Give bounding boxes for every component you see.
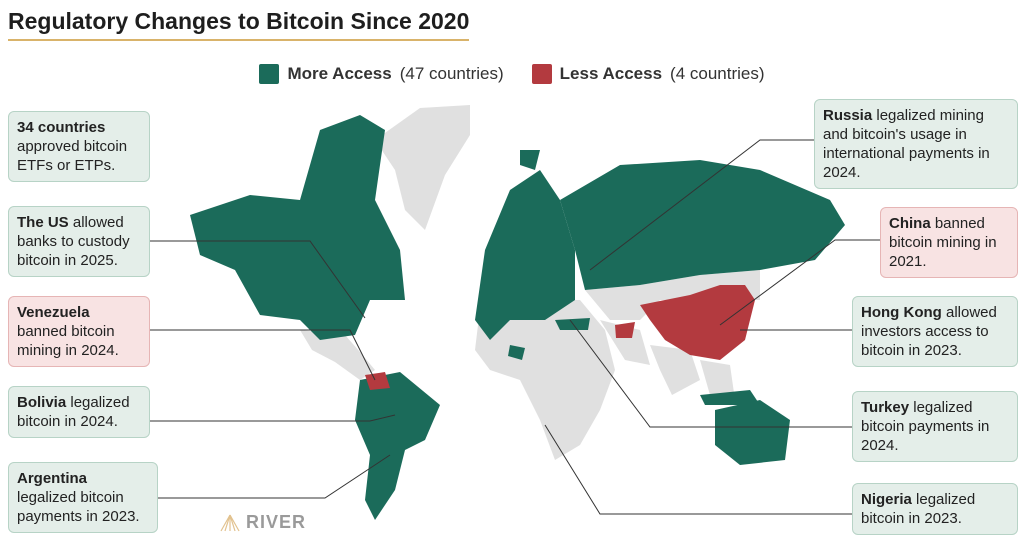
callout-text: legalized bitcoin in 2024.: [17, 394, 130, 430]
less-access-countries: [365, 285, 755, 390]
callout-text: approved bitcoin ETFs or ETPs.: [17, 138, 128, 174]
logo-text: RIVER: [246, 512, 307, 532]
callout-text: legalized bitcoin payments in 2023.: [17, 489, 140, 525]
more-access-countries: [190, 115, 845, 520]
north-america: [190, 115, 405, 340]
australia: [715, 400, 790, 465]
central-asia: [585, 270, 760, 320]
callout-bold: China: [889, 215, 931, 232]
iran: [615, 322, 635, 338]
legend-less-access: Less Access (4 countries): [531, 64, 765, 84]
callout-russia: Russia legalized mining and bitcoin's us…: [814, 99, 1018, 189]
nigeria: [508, 345, 525, 360]
callout-argentina: Argentina legalized bitcoin payments in …: [8, 462, 158, 533]
callout-venezuela: Venezuela banned bitcoin mining in 2024.: [8, 296, 150, 367]
legend-count: (4 countries): [670, 64, 765, 83]
callout-nigeria: Nigeria legalized bitcoin in 2023.: [852, 483, 1018, 535]
iceland: [520, 150, 540, 170]
south-america: [355, 372, 440, 520]
red-swatch-icon: [531, 64, 552, 84]
africa: [475, 300, 615, 460]
central-america: [300, 330, 375, 380]
callout-bold: Venezuela: [17, 304, 90, 321]
callout-bold: 34 countries: [17, 119, 106, 136]
callout-bolivia: Bolivia legalized bitcoin in 2024.: [8, 386, 150, 438]
russia: [560, 160, 845, 290]
europe: [475, 170, 575, 340]
callout-text: allowed banks to custody bitcoin in 2025…: [17, 214, 130, 269]
callout-bold: Argentina: [17, 470, 88, 487]
callout-turkey: Turkey legalized bitcoin payments in 202…: [852, 391, 1018, 462]
connector-lines: [150, 139, 880, 515]
callout-china: China banned bitcoin mining in 2021.: [880, 207, 1018, 278]
callout-bold: Bolivia: [17, 394, 67, 411]
legend-more-access: More Access (47 countries): [259, 64, 504, 84]
callout-bold: The US: [17, 214, 69, 231]
legend-label: Less Access: [559, 64, 663, 83]
callout-us: The US allowed banks to custody bitcoin …: [8, 206, 150, 277]
callout-text: legalized mining and bitcoin's usage in …: [823, 107, 990, 181]
callout-hongkong: Hong Kong allowed investors access to bi…: [852, 296, 1018, 367]
venezuela: [365, 372, 390, 390]
southeast-asia: [700, 360, 735, 400]
greenland: [375, 105, 470, 230]
callout-bold: Nigeria: [861, 491, 912, 508]
middle-east: [600, 320, 650, 365]
callout-etf: 34 countries approved bitcoin ETFs or ET…: [8, 111, 150, 182]
callout-bold: Turkey: [861, 399, 910, 416]
callout-bold: Russia: [823, 107, 873, 124]
callout-text: banned bitcoin mining in 2021.: [889, 215, 997, 270]
river-logo: RIVER: [220, 512, 306, 533]
china: [640, 285, 755, 360]
legend-label: More Access: [287, 64, 392, 83]
page-title: Regulatory Changes to Bitcoin Since 2020: [8, 8, 470, 41]
river-mountain-icon: [220, 514, 240, 531]
india: [650, 345, 700, 395]
legend-count: (47 countries): [399, 64, 504, 83]
callout-text: banned bitcoin mining in 2024.: [17, 323, 119, 359]
callout-text: legalized bitcoin payments in 2024.: [861, 399, 990, 454]
callout-bold: Hong Kong: [861, 304, 942, 321]
legend: More Access (47 countries) Less Access (4 …: [0, 64, 1024, 84]
callout-text: legalized bitcoin in 2023.: [861, 491, 976, 527]
green-swatch-icon: [259, 64, 280, 84]
callout-text: allowed investors access to bitcoin in 2…: [861, 304, 997, 359]
indonesia: [700, 390, 760, 405]
